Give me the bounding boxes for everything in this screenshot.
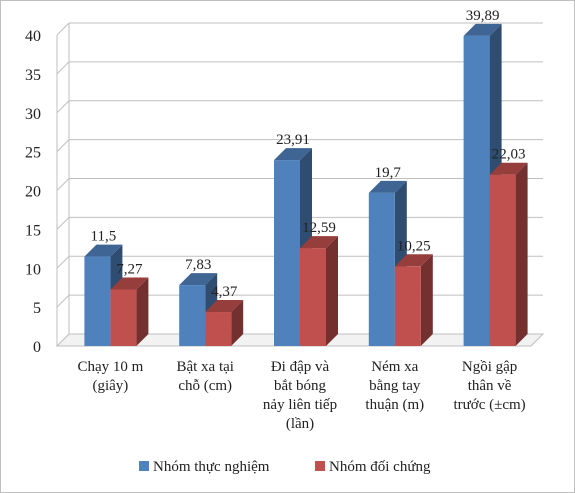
gridline-side bbox=[56, 22, 70, 36]
data-label: 7,27 bbox=[116, 261, 143, 277]
bar bbox=[394, 266, 421, 346]
data-label: 39,89 bbox=[466, 8, 500, 24]
x-tick-label: Đi đập và bắt bóng nảy liên tiếp (lần) bbox=[263, 359, 337, 432]
x-tick-label: Chạy 10 m (giây) bbox=[77, 359, 143, 394]
x-tick-label-line: Bật xa tại bbox=[176, 359, 233, 375]
x-tick-label-line: bằng tay bbox=[369, 378, 421, 394]
x-tick-label-line: thuận (m) bbox=[365, 397, 424, 413]
gridline-side bbox=[56, 178, 70, 191]
bar bbox=[368, 192, 395, 346]
data-label: 12,59 bbox=[302, 220, 336, 236]
legend-label: Nhóm thực nghiệm bbox=[153, 459, 270, 475]
bar bbox=[84, 256, 111, 346]
gridline-side bbox=[56, 217, 70, 230]
x-tick-label-line: bắt bóng bbox=[274, 378, 327, 394]
x-tick-label-line: Ném xa bbox=[371, 359, 418, 375]
bar bbox=[463, 35, 490, 346]
bar-top bbox=[394, 254, 433, 267]
y-tick-label: 0 bbox=[33, 339, 41, 356]
bar-top bbox=[368, 180, 407, 193]
gridline-side bbox=[56, 294, 70, 308]
bar-side bbox=[326, 236, 338, 346]
x-tick-label-line: trước (±cm) bbox=[454, 397, 526, 413]
x-tick-label-line: Chạy 10 m bbox=[77, 359, 143, 375]
y-tick-label: 15 bbox=[25, 222, 41, 239]
gridline-side bbox=[56, 61, 70, 75]
bar-side bbox=[515, 162, 528, 346]
y-tick-label: 40 bbox=[25, 28, 41, 45]
gridline-side bbox=[56, 255, 70, 269]
x-tick-label-line: nảy liên tiếp bbox=[263, 397, 337, 413]
data-label: 19,7 bbox=[375, 165, 402, 181]
x-tick-label-line: chỗ (cm) bbox=[178, 378, 232, 394]
x-tick-label: Ngồi gập thân về trước (±cm) bbox=[454, 359, 526, 413]
bar-top bbox=[205, 300, 244, 313]
y-tick-label: 30 bbox=[25, 106, 41, 123]
x-tick-label-line: (lần) bbox=[286, 416, 314, 432]
bar-side bbox=[136, 277, 149, 346]
data-label: 23,91 bbox=[276, 132, 310, 148]
gridline-side bbox=[56, 100, 70, 114]
bar-top bbox=[110, 277, 149, 290]
bar-top bbox=[300, 236, 338, 249]
bar-top bbox=[489, 162, 528, 175]
data-label: 4,37 bbox=[211, 284, 238, 300]
bar-top bbox=[84, 244, 123, 257]
bar-side bbox=[231, 300, 244, 346]
y-tick-label: 35 bbox=[25, 67, 41, 84]
bar bbox=[110, 289, 137, 346]
x-tick-label: Ném xa bằng tay thuận (m) bbox=[365, 359, 424, 413]
y-tick-label: 20 bbox=[25, 184, 41, 201]
bar-side bbox=[420, 254, 433, 346]
bar-top bbox=[463, 23, 502, 36]
data-label: 10,25 bbox=[397, 238, 431, 254]
gridline-side bbox=[56, 139, 70, 152]
x-tick-label-line: Ngồi gập bbox=[462, 359, 517, 375]
legend-swatch bbox=[315, 461, 325, 471]
y-tick-label: 5 bbox=[33, 300, 41, 317]
legend-swatch bbox=[139, 461, 149, 471]
y-tick-label: 10 bbox=[25, 261, 41, 278]
data-label: 11,5 bbox=[91, 229, 117, 245]
bar-top bbox=[179, 273, 218, 286]
data-label: 7,83 bbox=[185, 257, 211, 273]
bar bbox=[179, 285, 206, 346]
x-tick-label-line: thân về bbox=[468, 378, 512, 394]
x-tick-label-line: (giây) bbox=[92, 378, 128, 394]
bar bbox=[205, 312, 232, 346]
bar bbox=[274, 160, 300, 346]
legend-label: Nhóm đối chứng bbox=[329, 459, 431, 475]
data-label: 22,03 bbox=[492, 147, 526, 163]
bar-top bbox=[274, 148, 312, 161]
bar bbox=[489, 174, 516, 346]
bar bbox=[300, 248, 326, 346]
x-tick-label: Bật xa tại chỗ (cm) bbox=[176, 359, 233, 394]
x-tick-label-line: Đi đập và bbox=[271, 359, 330, 375]
y-tick-label: 25 bbox=[25, 145, 41, 162]
